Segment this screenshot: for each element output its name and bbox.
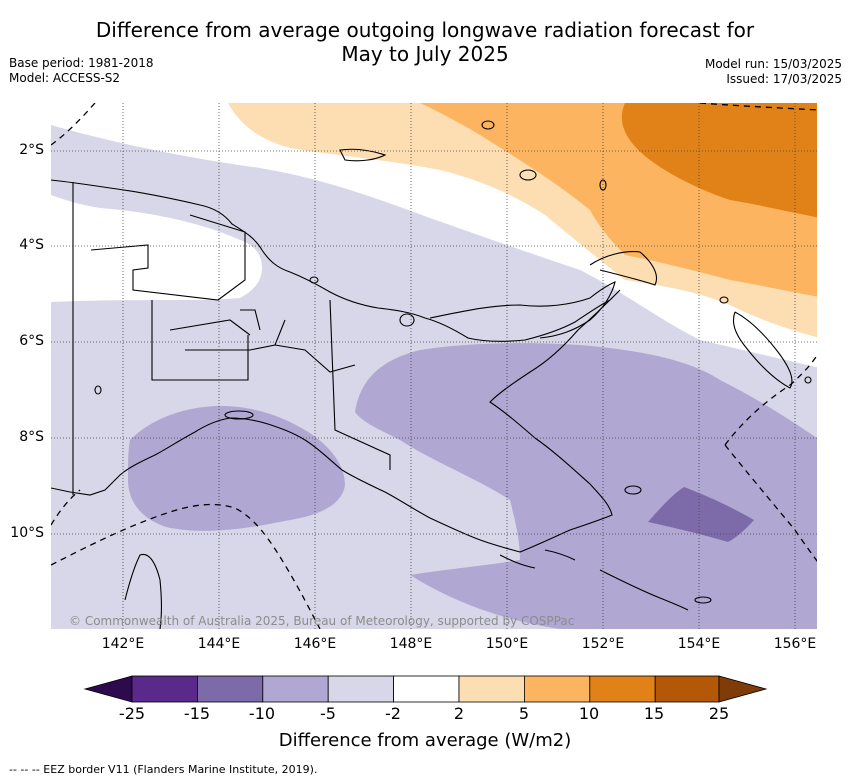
eez-borders <box>51 103 817 629</box>
land-outlines <box>51 120 812 629</box>
new-ireland <box>589 251 658 286</box>
colorbar-bin-5 <box>393 675 460 703</box>
small-islands <box>94 120 812 604</box>
colorbar-tick: -2 <box>385 704 401 723</box>
x-tick-150: 150°E <box>485 636 529 652</box>
meta-left: Base period: 1981-2018 Model: ACCESS-S2 <box>9 56 154 86</box>
province-boundaries <box>90 214 391 470</box>
anomaly-region-dark-purple <box>648 487 754 542</box>
new-britain <box>429 281 616 339</box>
base-period: Base period: 1981-2018 <box>9 56 154 70</box>
colorbar-bin-3 <box>262 675 329 703</box>
x-tick-152: 152°E <box>581 636 625 652</box>
eez-footnote: -- -- -- EEZ border V11 (Flanders Marine… <box>9 763 318 776</box>
issued-date: Issued: 17/03/2025 <box>726 72 842 86</box>
y-tick-8s: 8°S <box>19 429 44 445</box>
manus-island <box>339 148 387 162</box>
x-tick-148: 148°E <box>389 636 433 652</box>
colorbar-tick: -25 <box>118 704 146 723</box>
x-tick-144: 144°E <box>197 636 241 652</box>
colorbar-tick: 2 <box>453 704 465 723</box>
colorbar-bin-4 <box>327 675 395 703</box>
meta-right: Model run: 15/03/2025 Issued: 17/03/2025 <box>705 57 842 87</box>
louisiade-archipelago <box>599 569 689 611</box>
colorbar-bin-2 <box>196 675 264 703</box>
bougainville <box>732 311 793 389</box>
map-panel <box>51 103 817 629</box>
title-line-1: Difference from average outgoing longwav… <box>95 18 755 42</box>
colorbar-tick: -15 <box>183 704 211 723</box>
x-tick-142: 142°E <box>101 636 145 652</box>
y-tick-10s: 10°S <box>10 525 44 541</box>
cape-york-tip <box>124 553 163 629</box>
copyright-notice: © Commonwealth of Australia 2025, Bureau… <box>69 614 575 628</box>
title-line-2: May to July 2025 <box>341 42 509 66</box>
x-tick-154: 154°E <box>677 636 721 652</box>
graticule <box>51 103 817 629</box>
anomaly-region-mid-purple-east <box>355 343 817 629</box>
new-guinea-coastline <box>51 179 621 553</box>
model-name: Model: ACCESS-S2 <box>9 71 121 85</box>
x-tick-146: 146°E <box>293 636 337 652</box>
colorbar-bin-7 <box>524 675 591 703</box>
colorbar-tick: -5 <box>320 704 336 723</box>
colorbar-tick: -10 <box>248 704 276 723</box>
colorbar-tick: 10 <box>578 704 600 723</box>
colorbar-tick: 15 <box>643 704 665 723</box>
model-run: Model run: 15/03/2025 <box>704 57 842 71</box>
colorbar <box>83 675 768 703</box>
x-tick-156: 156°E <box>773 636 817 652</box>
y-tick-4s: 4°S <box>19 237 44 253</box>
colorbar-extend-min <box>83 675 133 703</box>
colorbar-bin-9 <box>654 675 720 703</box>
colorbar-bin-8 <box>589 675 656 703</box>
colorbar-tick: 5 <box>518 704 530 723</box>
y-tick-6s: 6°S <box>19 333 44 349</box>
d-entrecasteaux-islands <box>499 549 576 569</box>
colorbar-extend-max <box>718 675 768 703</box>
colorbar-bin-1 <box>131 675 198 703</box>
anomaly-region-mid-purple-west <box>128 405 345 531</box>
chart-title: Difference from average outgoing longwav… <box>0 18 850 66</box>
y-tick-2s: 2°S <box>19 142 44 158</box>
colorbar-bin-6 <box>458 675 525 703</box>
colorbar-tick: 25 <box>708 704 730 723</box>
anomaly-region-dark-orange <box>621 103 817 218</box>
colorbar-label: Difference from average (W/m2) <box>278 730 572 751</box>
